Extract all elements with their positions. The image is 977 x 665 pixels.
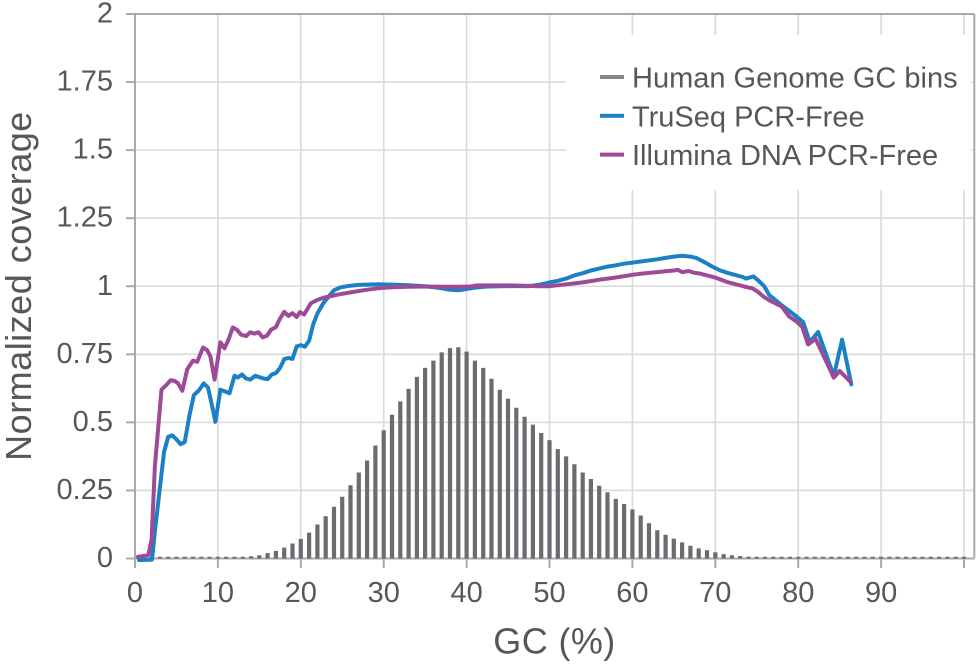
svg-text:0: 0	[127, 577, 143, 609]
svg-text:TruSeq PCR-Free: TruSeq PCR-Free	[632, 101, 865, 133]
svg-text:90: 90	[865, 577, 897, 609]
svg-text:1.75: 1.75	[57, 66, 113, 98]
svg-text:30: 30	[368, 577, 400, 609]
svg-text:1.25: 1.25	[57, 202, 113, 234]
svg-text:10: 10	[202, 577, 234, 609]
svg-text:Human Genome GC bins: Human Genome GC bins	[632, 63, 958, 95]
svg-text:50: 50	[533, 577, 565, 609]
svg-text:40: 40	[450, 577, 482, 609]
svg-text:0.75: 0.75	[57, 338, 113, 370]
svg-text:70: 70	[699, 577, 731, 609]
svg-text:60: 60	[616, 577, 648, 609]
svg-text:GC (%): GC (%)	[493, 621, 615, 662]
svg-text:Normalized coverage: Normalized coverage	[0, 111, 39, 461]
svg-text:1.5: 1.5	[73, 134, 113, 166]
svg-text:1: 1	[97, 270, 113, 302]
svg-text:0.25: 0.25	[57, 474, 113, 506]
svg-text:0.5: 0.5	[73, 406, 113, 438]
svg-text:2: 2	[97, 0, 113, 30]
svg-text:Illumina DNA PCR-Free: Illumina DNA PCR-Free	[632, 140, 938, 172]
svg-text:0: 0	[97, 542, 113, 574]
svg-text:80: 80	[782, 577, 814, 609]
svg-text:20: 20	[285, 577, 317, 609]
